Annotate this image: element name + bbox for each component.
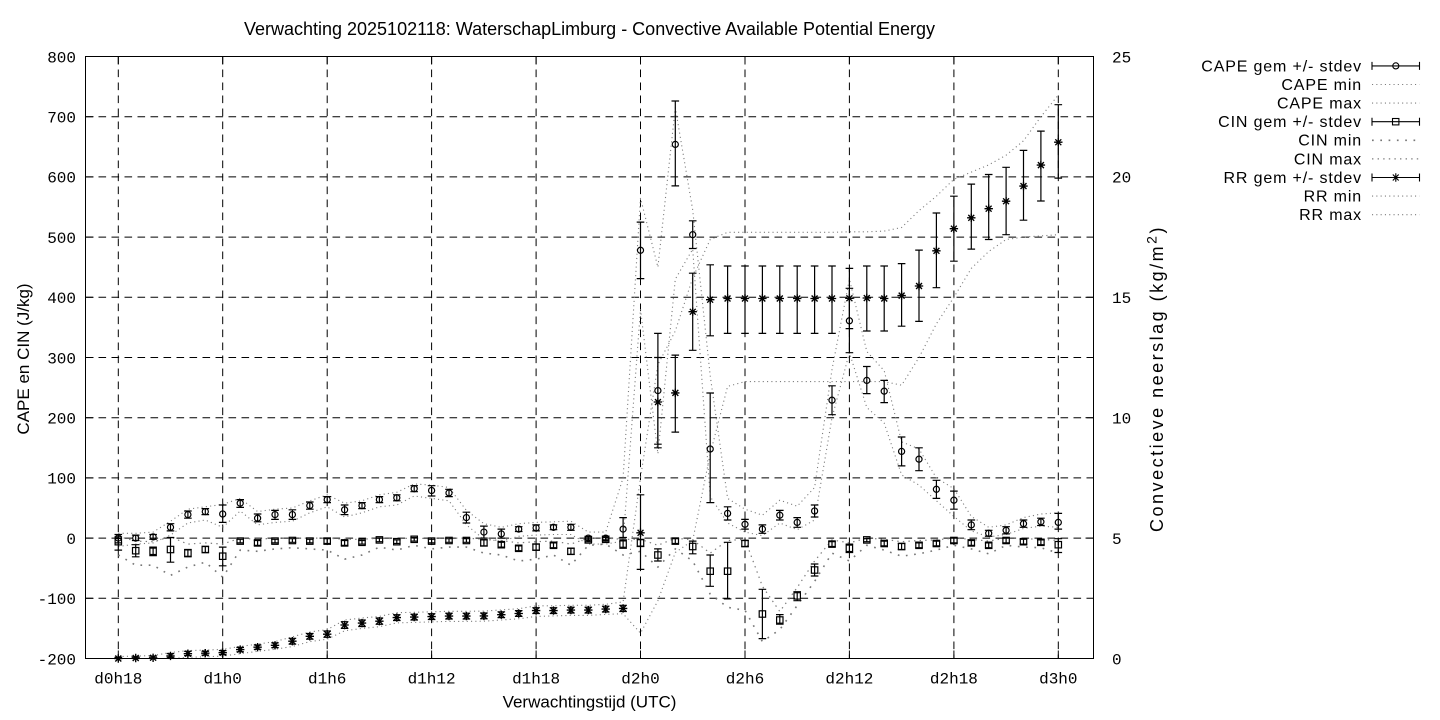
svg-text:CIN max: CIN max (1294, 151, 1362, 168)
svg-text:d1h0: d1h0 (203, 671, 241, 689)
svg-text:300: 300 (47, 350, 76, 368)
svg-text:d0h18: d0h18 (94, 671, 142, 689)
svg-text:400: 400 (47, 290, 76, 308)
svg-text:-200: -200 (38, 651, 76, 669)
svg-text:d1h18: d1h18 (512, 671, 560, 689)
svg-text:d2h0: d2h0 (621, 671, 659, 689)
svg-text:0: 0 (66, 531, 76, 549)
svg-text:200: 200 (47, 411, 76, 429)
svg-text:Verwachtingstijd (UTC): Verwachtingstijd (UTC) (503, 693, 677, 712)
svg-text:600: 600 (47, 170, 76, 188)
svg-text:25: 25 (1112, 49, 1131, 67)
svg-text:d2h6: d2h6 (726, 671, 764, 689)
svg-text:100: 100 (47, 471, 76, 489)
svg-text:800: 800 (47, 49, 76, 67)
svg-text:CIN min: CIN min (1298, 133, 1362, 150)
svg-text:20: 20 (1112, 170, 1131, 188)
svg-text:Convectieve neerslag (kg/m2): Convectieve neerslag (kg/m2) (1144, 225, 1168, 532)
svg-text:d3h0: d3h0 (1039, 671, 1077, 689)
svg-text:CAPE min: CAPE min (1281, 77, 1362, 94)
svg-text:d2h12: d2h12 (825, 671, 873, 689)
svg-text:Verwachting 2025102118: Waters: Verwachting 2025102118: WaterschapLimbur… (244, 19, 935, 39)
svg-text:5: 5 (1112, 531, 1122, 549)
svg-text:-100: -100 (38, 591, 76, 609)
svg-text:500: 500 (47, 230, 76, 248)
svg-text:RR gem +/- stdev: RR gem +/- stdev (1223, 170, 1362, 187)
svg-text:CAPE gem +/- stdev: CAPE gem +/- stdev (1201, 58, 1362, 75)
svg-text:CIN gem +/- stdev: CIN gem +/- stdev (1218, 114, 1362, 131)
svg-text:700: 700 (47, 110, 76, 128)
svg-text:0: 0 (1112, 651, 1122, 669)
svg-text:RR min: RR min (1304, 189, 1362, 206)
svg-text:CAPE en CIN (J/kg): CAPE en CIN (J/kg) (14, 283, 33, 434)
svg-text:10: 10 (1112, 411, 1131, 429)
svg-text:d2h18: d2h18 (930, 671, 978, 689)
svg-text:15: 15 (1112, 290, 1131, 308)
svg-text:d1h12: d1h12 (408, 671, 456, 689)
svg-text:CAPE max: CAPE max (1277, 96, 1362, 113)
svg-text:d1h6: d1h6 (308, 671, 346, 689)
svg-text:RR max: RR max (1299, 207, 1362, 224)
